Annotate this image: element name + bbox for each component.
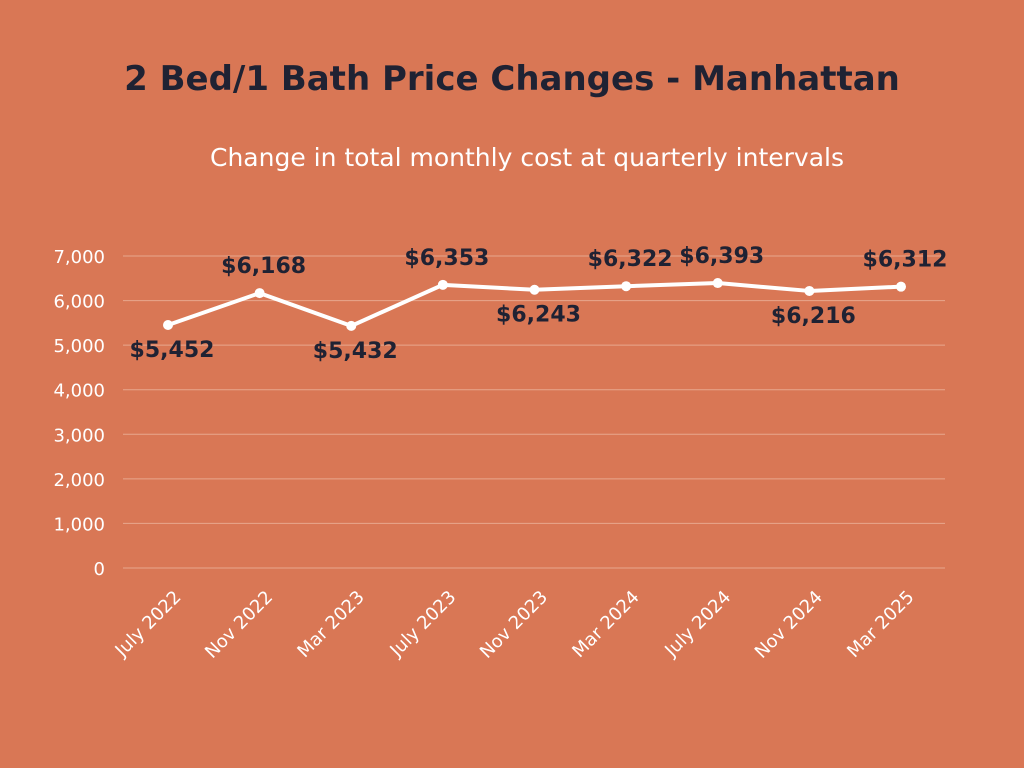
- data-label: $6,312: [863, 248, 948, 273]
- data-label: $6,393: [679, 244, 764, 269]
- data-point: [254, 288, 265, 299]
- data-point: [529, 284, 540, 295]
- data-points: [163, 278, 906, 331]
- data-label: $6,243: [496, 303, 581, 328]
- y-tick-label: 5,000: [53, 336, 105, 357]
- x-tick-label: Mar 2025: [843, 587, 918, 662]
- data-label: $6,216: [771, 304, 856, 329]
- y-tick-label: 4,000: [53, 381, 105, 402]
- x-axis-ticks: July 2022 Nov 2022 Mar 2023 July 2023 Nov 20…: [111, 587, 919, 663]
- data-label: $6,322: [588, 247, 673, 272]
- data-label: $5,452: [130, 338, 215, 363]
- data-label: $6,353: [404, 246, 489, 271]
- chart-title: 2 Bed/1 Bath Price Changes - Manhattan: [124, 59, 900, 99]
- data-point: [896, 281, 906, 292]
- x-tick-label: Mar 2023: [293, 587, 368, 662]
- data-point: [804, 285, 815, 296]
- data-label: $5,432: [313, 339, 398, 364]
- y-tick-label: 1,000: [53, 514, 105, 535]
- data-point: [621, 281, 632, 292]
- x-tick-label: Mar 2024: [568, 587, 643, 662]
- x-tick-label: July 2022: [111, 587, 186, 662]
- y-axis-ticks: 0 1,000 2,000 3,000 4,000 5,000 6,000 7,000: [53, 247, 105, 580]
- data-point: [346, 320, 357, 331]
- y-tick-label: 7,000: [53, 247, 105, 268]
- data-point: [163, 319, 173, 330]
- y-tick-label: 2,000: [53, 470, 105, 491]
- x-tick-label: July 2024: [660, 587, 735, 662]
- x-tick-label: Nov 2022: [201, 587, 277, 663]
- chart-subtitle: Change in total monthly cost at quarterl…: [210, 143, 844, 172]
- data-point: [712, 278, 723, 289]
- gridlines: [123, 255, 945, 569]
- data-labels: $5,452$6,168$5,432$6,353$6,243$6,322 $6,3…: [130, 244, 948, 364]
- x-tick-label: Nov 2023: [476, 587, 552, 663]
- y-tick-label: 6,000: [53, 292, 105, 313]
- y-tick-label: 3,000: [53, 425, 105, 446]
- data-point: [437, 279, 448, 290]
- y-tick-label: 0: [94, 559, 105, 580]
- x-tick-label: Nov 2024: [751, 587, 827, 663]
- x-tick-label: July 2023: [386, 587, 461, 662]
- data-label: $6,168: [221, 254, 306, 279]
